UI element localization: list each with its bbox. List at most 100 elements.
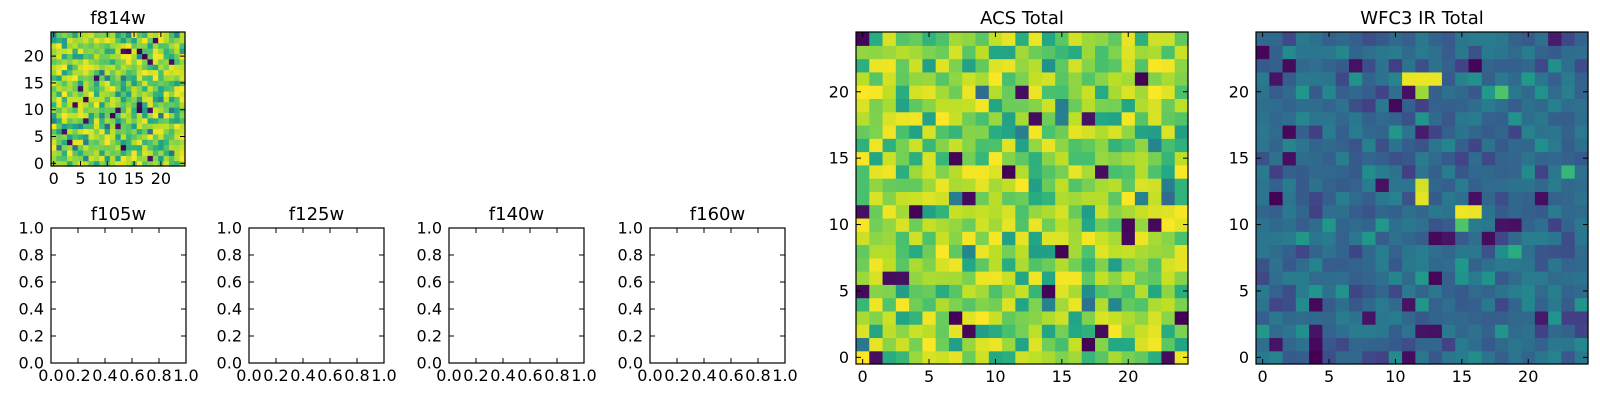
heatmap-cell: [174, 155, 181, 162]
heatmap-cell: [1388, 204, 1403, 219]
heatmap-cell: [1362, 58, 1377, 73]
heatmap-cell: [1002, 111, 1016, 126]
heatmap-cell: [975, 297, 990, 312]
heatmap-cell: [104, 90, 111, 97]
heatmap-cell: [152, 117, 159, 124]
heatmap-cell: [856, 204, 870, 219]
heatmap-cell: [1161, 271, 1176, 285]
x-tick-label: 20: [1518, 367, 1538, 386]
heatmap-cell: [1375, 85, 1390, 99]
heatmap-cell: [882, 71, 897, 86]
x-tick-label: 0.0: [436, 366, 461, 385]
heatmap-cell: [909, 124, 923, 139]
heatmap-cell: [1362, 85, 1377, 99]
heatmap-cell: [1441, 257, 1456, 272]
x-tick-label: 0.6: [718, 366, 743, 385]
heatmap-cell: [1269, 244, 1284, 259]
heatmap-cell: [1002, 204, 1016, 219]
heatmap-cell: [168, 69, 175, 76]
heatmap-cell: [1428, 178, 1443, 192]
heatmap-cell: [962, 45, 977, 60]
heatmap-cell: [126, 58, 132, 65]
heatmap-cell: [1428, 284, 1443, 299]
heatmap-cell: [72, 101, 79, 108]
heatmap-cell: [1335, 350, 1350, 365]
heatmap-cell: [163, 123, 170, 130]
heatmap-cell: [935, 271, 950, 285]
heatmap-cell: [962, 337, 977, 352]
heatmap-cell: [1362, 111, 1377, 126]
y-tick-label: 0.0: [19, 354, 44, 373]
heatmap-cell: [152, 53, 159, 60]
heatmap-cell: [1095, 324, 1109, 339]
heatmap-cell: [109, 48, 116, 55]
heatmap-cell: [109, 32, 116, 38]
heatmap-cell: [56, 69, 63, 76]
heatmap-cell: [1015, 58, 1030, 73]
heatmap-cell: [1068, 151, 1083, 166]
heatmap-cell: [1415, 244, 1430, 259]
heatmap-cell: [1561, 32, 1576, 46]
heatmap-cell: [1521, 164, 1536, 179]
heatmap-cell: [1309, 257, 1323, 272]
heatmap-cell: [1282, 58, 1297, 73]
heatmap-cell: [109, 58, 116, 65]
heatmap-cell: [147, 58, 154, 65]
heatmap-cell: [1028, 58, 1043, 73]
heatmap-cell: [152, 128, 159, 135]
x-tick-label: 0.2: [65, 366, 90, 385]
heatmap-cell: [1015, 271, 1030, 285]
heatmap-cell: [1495, 178, 1509, 192]
heatmap-cell: [1134, 310, 1149, 325]
heatmap-cell: [1309, 231, 1323, 246]
heatmap-cell: [120, 85, 127, 92]
heatmap-cell: [1095, 271, 1109, 285]
heatmap-cell: [1415, 271, 1430, 285]
heatmap-cell: [163, 139, 170, 146]
heatmap-cell: [1348, 45, 1363, 60]
heatmap-cell: [869, 138, 884, 153]
heatmap-cell: [1441, 98, 1456, 113]
heatmap-cell: [1481, 164, 1496, 179]
heatmap-cell: [67, 123, 74, 130]
heatmap-cell: [1028, 32, 1043, 46]
heatmap-cell: [93, 160, 100, 167]
heatmap-cell: [1015, 310, 1030, 325]
heatmap-cell: [83, 74, 90, 81]
heatmap-cell: [61, 37, 68, 44]
heatmap-cell: [1534, 310, 1549, 325]
heatmap-cell: [1574, 231, 1589, 246]
heatmap-cell: [104, 112, 111, 119]
heatmap-cell: [988, 151, 1003, 166]
heatmap-cell: [882, 271, 897, 285]
x-tick-label: 20: [151, 169, 171, 188]
heatmap-cell: [1256, 310, 1270, 325]
heatmap-cell: [1521, 244, 1536, 259]
heatmap-cell: [1402, 310, 1416, 325]
heatmap-cell: [1322, 164, 1337, 179]
heatmap-cell: [1134, 58, 1149, 73]
heatmap-cell: [1508, 297, 1523, 312]
heatmap-cell: [163, 64, 170, 71]
heatmap-cell: [67, 107, 74, 113]
y-tick-label: 20: [24, 47, 44, 66]
heatmap-cell: [1174, 231, 1189, 246]
heatmap-cell: [1455, 32, 1470, 46]
heatmap-cell: [922, 271, 937, 285]
y-tick-label: 0.0: [417, 354, 442, 373]
heatmap-cell: [126, 74, 132, 81]
heatmap-cell: [1375, 324, 1390, 339]
heatmap-cell: [1348, 271, 1363, 285]
heatmap-cell: [1309, 217, 1323, 232]
heatmap-cell: [1322, 32, 1337, 46]
heatmap-cell: [869, 244, 884, 259]
heatmap-cell: [882, 178, 897, 192]
heatmap-cell: [975, 164, 990, 179]
heatmap-cell: [1269, 191, 1284, 206]
heatmap-cell: [77, 53, 84, 60]
heatmap-cell: [1322, 217, 1337, 232]
heatmap-cell: [975, 284, 990, 299]
heatmap-cell: [168, 48, 175, 55]
heatmap-cell: [975, 337, 990, 352]
